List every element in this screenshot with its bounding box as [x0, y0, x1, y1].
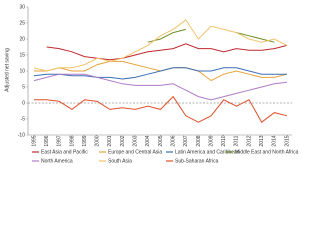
series-line: [33, 19, 288, 72]
legend-label: Middle East and North Africa: [235, 149, 299, 155]
y-tick-label: -10: [18, 132, 25, 138]
legend-label: North America: [41, 158, 73, 164]
y-tick-label: 0: [22, 100, 25, 106]
y-tick-label: 10: [19, 68, 25, 74]
x-tick-label: 1995: [31, 135, 37, 146]
x-tick-label: 2001: [107, 135, 113, 146]
x-tick-label: 2007: [183, 135, 189, 146]
x-tick-label: 2010: [221, 135, 227, 146]
series-line: [33, 73, 288, 101]
x-tick-label: 2011: [234, 135, 240, 146]
series-line: [46, 43, 288, 61]
y-tick-label: 30: [19, 4, 25, 10]
x-tick-label: 2013: [259, 135, 265, 146]
legend-label: Sub-Saharan Africa: [175, 158, 219, 164]
y-tick-label: 20: [19, 36, 25, 42]
series-line: [34, 95, 288, 123]
y-axis-label: Adjusted net saving: [4, 48, 10, 92]
series-line: [33, 67, 287, 80]
page: Adjusted net saving -10 -5 0 5 10 15 20 25 30 199…: [4, 4, 299, 165]
y-tick-label: 5: [22, 84, 25, 90]
x-tick-label: 2003: [133, 135, 139, 146]
x-tick-label: 2005: [158, 135, 164, 146]
x-tick-label: 2000: [95, 135, 101, 146]
x-tick-label: 1998: [69, 135, 75, 146]
x-tick-label: 2006: [170, 135, 176, 146]
legend-label: Europe and Central Asia: [108, 149, 162, 155]
legend-label: East Asia and Pacific: [41, 149, 88, 155]
x-tick-label: 2004: [145, 135, 151, 146]
x-tick-label: 2009: [208, 135, 214, 146]
x-tick-label: 2014: [272, 135, 278, 146]
x-tick-label: 2012: [246, 135, 252, 146]
legend-label: Latin America and Caribbean: [175, 149, 240, 155]
legend-label: South Asia: [108, 158, 132, 164]
y-tick-label: -5: [21, 116, 26, 122]
x-tick-label: 2002: [120, 135, 126, 146]
x-tick-label: 1997: [57, 135, 63, 146]
x-tick-label: 2015: [284, 135, 290, 146]
x-tick-label: 2008: [196, 135, 202, 146]
y-tick-label: 25: [19, 20, 25, 26]
x-tick-label: 1999: [82, 135, 88, 146]
chart: Adjusted net saving -10 -5 0 5 10 15 20 25 30 199…: [4, 4, 299, 164]
x-tick-label: 1996: [44, 135, 50, 146]
y-tick-label: 15: [19, 52, 25, 58]
